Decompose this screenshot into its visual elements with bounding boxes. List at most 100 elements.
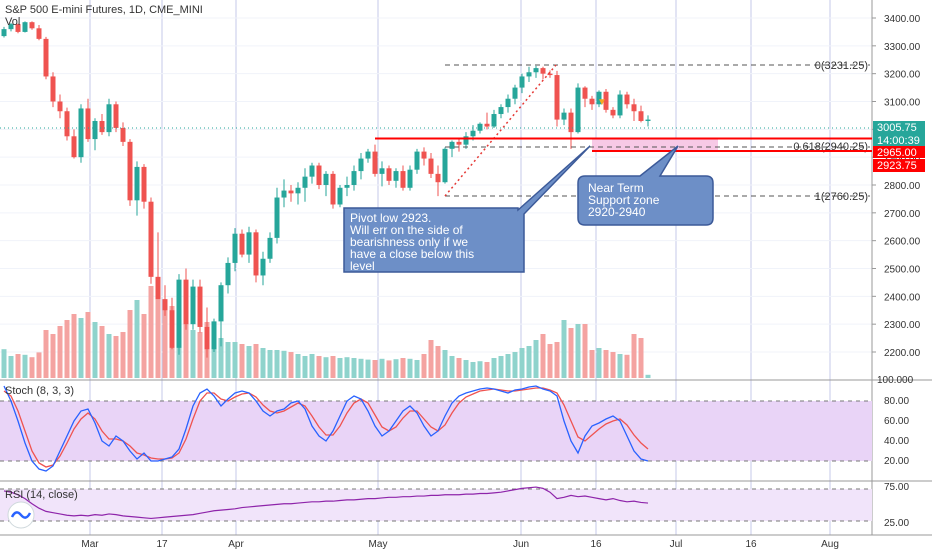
level-lower-badge (873, 159, 925, 172)
price-tick-label-6: 2800.00 (884, 181, 921, 192)
price-tick-label-11: 2300.00 (884, 320, 921, 331)
candle-body-83 (582, 87, 588, 99)
price-tick-label-2: 3200.00 (884, 70, 921, 81)
candle-body-34 (239, 233, 245, 255)
volume-bar-60 (421, 354, 427, 378)
candle-body-92 (645, 119, 651, 121)
volume-axis-label: 100.000 (877, 375, 914, 386)
stoch-band (0, 401, 872, 461)
candle-body-84 (589, 98, 595, 105)
volume-bar-61 (428, 340, 434, 378)
volume-bar-68 (477, 361, 483, 378)
volume-bar-37 (260, 348, 266, 378)
volume-bar-20 (141, 314, 147, 378)
stoch-tick-60: 60.00 (884, 416, 909, 427)
candle-body-37 (260, 258, 266, 276)
fib-label-1: 1(2760.25) (815, 191, 868, 203)
level-upper-label: 2965.00 (877, 147, 917, 159)
candle-body-25 (176, 279, 182, 348)
volume-bar-51 (358, 358, 364, 378)
candle-body-20 (141, 166, 147, 202)
volume-bar-18 (127, 310, 133, 378)
volume-bar-0 (1, 349, 7, 378)
stoch-title: Stoch (8, 3, 3) (5, 385, 74, 397)
candle-body-14 (99, 120, 105, 133)
support-callout-line-3: 2920-2940 (588, 205, 646, 219)
candle-body-41 (288, 190, 294, 194)
candle-body-6 (43, 38, 49, 77)
candle-body-89 (624, 94, 630, 105)
candle-body-19 (134, 166, 140, 201)
volume-bar-62 (435, 346, 441, 378)
volume-bar-63 (442, 350, 448, 378)
volume-bar-86 (603, 350, 609, 378)
volume-bar-36 (253, 344, 259, 378)
volume-bar-16 (113, 336, 119, 378)
candle-body-48 (337, 187, 343, 205)
pivot-callout[interactable]: Pivot low 2923. Will err on the side of … (343, 145, 591, 273)
volume-bar-58 (407, 358, 413, 378)
volume-bar-33 (232, 342, 238, 378)
candle-body-57 (400, 171, 406, 188)
candle-body-5 (36, 28, 42, 39)
volume-bar-32 (225, 342, 231, 378)
candle-body-7 (50, 76, 56, 102)
candle-body-2 (15, 24, 21, 32)
volume-bar-13 (92, 322, 98, 378)
candle-body-49 (344, 185, 350, 188)
candle-body-13 (92, 120, 98, 140)
candle-body-88 (617, 94, 623, 116)
volume-bar-31 (218, 338, 224, 378)
volume-bar-92 (645, 374, 651, 378)
volume-bar-74 (519, 348, 525, 378)
volume-bar-54 (379, 358, 385, 378)
volume-bar-80 (561, 320, 567, 378)
volume-bar-49 (344, 357, 350, 378)
volume-bar-70 (491, 358, 497, 378)
candle-body-46 (323, 173, 329, 185)
countdown-label: 14:00:39 (877, 135, 920, 147)
candle-body-55 (386, 168, 392, 181)
price-tick-label-3: 3100.00 (884, 98, 921, 109)
stoch-tick-20: 20.00 (884, 456, 909, 467)
rsi-tick-25: 25.00 (884, 518, 909, 529)
arrow-down-icon: ▼ (597, 97, 607, 108)
volume-bar-10 (71, 314, 77, 378)
candle-body-33 (232, 233, 238, 263)
time-axis[interactable]: Mar 17 Apr May Jun 16 Jul 16 Aug (81, 539, 839, 550)
time-tick-label-4: Jun (513, 539, 529, 550)
candle-body-32 (225, 262, 231, 286)
candle-body-51 (358, 158, 364, 172)
support-callout-line-2: Support zone (588, 193, 660, 207)
volume-bar-53 (372, 360, 378, 378)
candle-body-61 (428, 158, 434, 174)
candle-body-23 (162, 299, 168, 311)
candle-body-44 (309, 165, 315, 177)
candle-body-4 (29, 22, 35, 29)
candle-body-90 (631, 104, 637, 112)
candle-body-73 (512, 87, 518, 99)
volume-bar-39 (274, 350, 280, 378)
volume-bar-87 (610, 352, 616, 378)
chart-title: S&P 500 E-mini Futures, 1D, CME_MINI (5, 4, 203, 16)
volume-bar-79 (554, 342, 560, 378)
volume-bar-48 (337, 358, 343, 378)
volume-bar-57 (400, 358, 406, 378)
price-tick-label-9: 2500.00 (884, 265, 921, 276)
fib-label-0: 0(3231.25) (815, 60, 868, 72)
volume-bar-89 (624, 354, 630, 378)
volume-bar-26 (183, 320, 189, 378)
pivot-callout-line-1: Pivot low 2923. (350, 211, 431, 225)
volume-bar-4 (29, 357, 35, 378)
volume-bar-90 (631, 334, 637, 378)
candle-body-27 (190, 286, 196, 325)
volume-bar-66 (463, 360, 469, 378)
volume-bar-43 (302, 356, 308, 378)
time-tick-label-5: 16 (590, 539, 602, 550)
price-tick-label-1: 3300.00 (884, 42, 921, 53)
candle-body-21 (148, 201, 154, 277)
support-callout[interactable]: Near Term Support zone 2920-2940 (577, 145, 714, 226)
candle-body-40 (281, 190, 287, 198)
